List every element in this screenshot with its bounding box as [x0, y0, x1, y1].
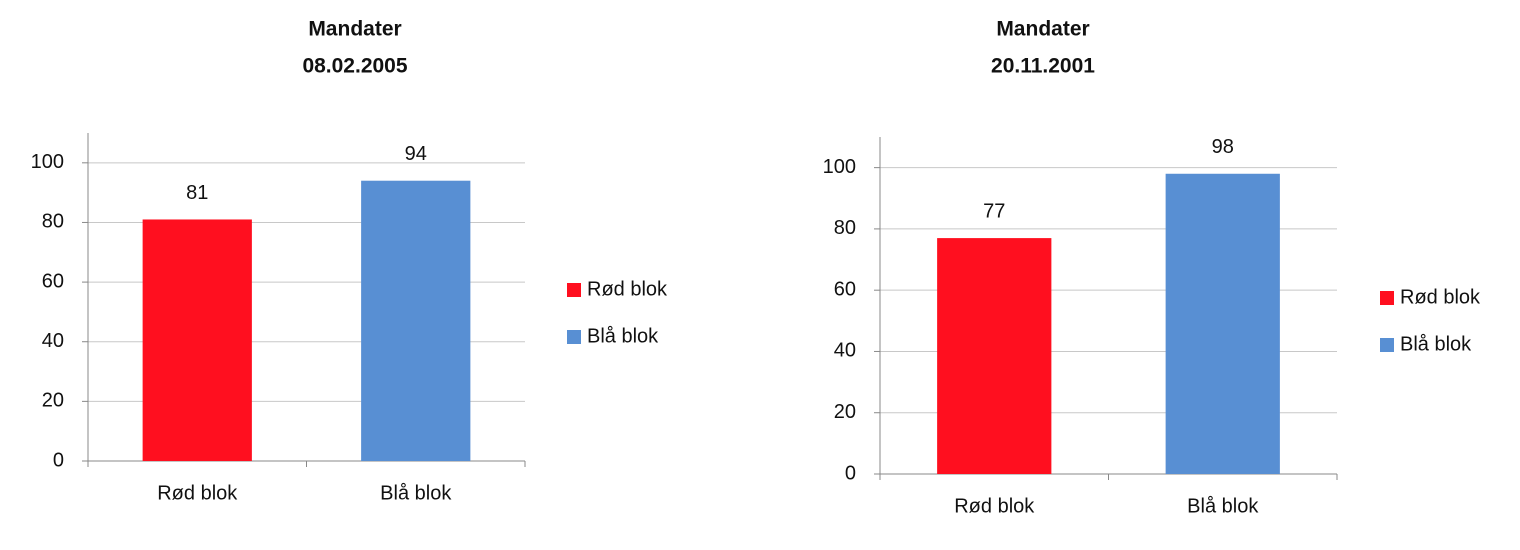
value-label: 94 — [405, 143, 427, 165]
legend-swatch — [1380, 338, 1394, 352]
chart-title: Mandater — [996, 18, 1089, 41]
y-tick-label: 80 — [834, 217, 856, 239]
y-tick-label: 60 — [834, 278, 856, 300]
value-label: 98 — [1212, 136, 1234, 158]
bar — [361, 180, 471, 461]
x-tick-label: Blå blok — [1187, 495, 1259, 517]
y-tick-label: 40 — [42, 330, 64, 352]
y-tick-label: 60 — [42, 270, 64, 292]
value-label: 77 — [983, 200, 1005, 222]
y-tick-label: 100 — [823, 156, 856, 178]
legend-swatch — [567, 330, 581, 344]
bar — [937, 238, 1052, 474]
y-tick-label: 0 — [845, 462, 856, 484]
legend-label: Rød blok — [587, 278, 668, 300]
legend-label: Blå blok — [1400, 333, 1472, 355]
y-tick-label: 20 — [834, 401, 856, 423]
legend-label: Blå blok — [587, 325, 659, 347]
bar — [142, 219, 252, 461]
y-tick-label: 100 — [31, 151, 64, 173]
legend-swatch — [1380, 291, 1394, 305]
x-tick-label: Rød blok — [157, 482, 238, 504]
y-tick-label: 0 — [53, 449, 64, 471]
y-tick-label: 80 — [42, 211, 64, 233]
x-tick-label: Rød blok — [954, 495, 1035, 517]
chart-subtitle: 08.02.2005 — [302, 55, 407, 78]
legend-swatch — [567, 283, 581, 297]
x-tick-label: Blå blok — [380, 482, 452, 504]
bar — [1165, 173, 1280, 474]
chart-subtitle: 20.11.2001 — [991, 55, 1095, 78]
value-label: 81 — [186, 182, 208, 204]
chart-title: Mandater — [308, 18, 401, 41]
y-tick-label: 20 — [42, 390, 64, 412]
y-tick-label: 40 — [834, 340, 856, 362]
legend-label: Rød blok — [1400, 286, 1481, 308]
